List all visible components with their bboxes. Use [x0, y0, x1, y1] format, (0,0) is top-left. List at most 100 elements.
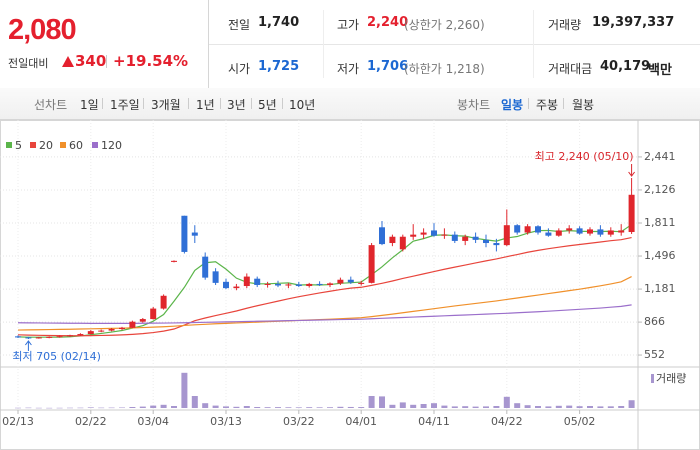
volume-bar	[181, 372, 188, 408]
volume-bar	[202, 403, 209, 408]
volume-bar	[420, 404, 427, 408]
current-price: 2,080	[8, 14, 77, 46]
period[interactable]: 일봉	[501, 98, 524, 112]
period[interactable]: 5년	[258, 98, 277, 112]
quote-header: 2,080 전일대비 340 +19.54% 전일 1,740 고가 2,240…	[0, 0, 700, 89]
volume-bar	[618, 406, 625, 408]
legend-label: 60	[69, 139, 83, 152]
x-tick-label: 04/11	[418, 415, 450, 428]
value: 2,240	[367, 15, 409, 30]
y-tick-label: 1,811	[644, 216, 676, 229]
separator	[563, 98, 564, 109]
volume-bar	[514, 403, 521, 408]
volume-bar	[347, 406, 354, 408]
period[interactable]: 1년	[196, 98, 215, 112]
candle-body	[233, 286, 240, 289]
candle-body	[451, 234, 458, 241]
label: 저가	[337, 62, 360, 76]
legend-swatch	[651, 374, 654, 383]
period[interactable]: 주봉	[536, 98, 559, 112]
candle-body	[306, 283, 313, 287]
candle-body	[472, 236, 479, 240]
label: 시가	[228, 62, 251, 76]
candle-body	[67, 335, 73, 337]
label: 고가	[337, 18, 360, 32]
volume-bar	[545, 406, 552, 408]
annotation-arrow	[25, 340, 32, 346]
period[interactable]: 3개월	[151, 98, 181, 112]
volume-bar	[46, 407, 53, 409]
volume-bar	[191, 396, 198, 408]
value: 1,725	[258, 59, 300, 74]
y-tick-label: 552	[644, 348, 665, 361]
value: 1,740	[258, 15, 300, 30]
candle-body	[379, 227, 385, 245]
period[interactable]: 1일	[80, 98, 99, 112]
ma-line	[17, 236, 632, 337]
candle-body	[171, 260, 177, 262]
separator	[251, 98, 252, 109]
separator	[102, 98, 103, 109]
volume-bar	[316, 407, 323, 408]
candle-body	[191, 232, 198, 236]
volume-bar	[607, 406, 614, 408]
volume-bar	[77, 407, 84, 409]
volume-bar	[524, 405, 531, 408]
x-tick-label: 03/22	[283, 415, 315, 428]
nav-title: 선차트	[34, 98, 68, 112]
volume-bar	[535, 406, 541, 408]
label: 전일	[228, 18, 251, 32]
volume-bar	[555, 405, 562, 408]
candle-body	[514, 225, 521, 233]
legend-label: 120	[101, 139, 122, 152]
candle-body	[607, 230, 614, 235]
candle-body	[119, 327, 125, 330]
x-tick-label: 03/13	[210, 415, 242, 428]
candle-body	[358, 282, 365, 284]
candle-body	[15, 336, 21, 338]
candle-body	[410, 234, 417, 237]
divider	[533, 10, 534, 78]
period[interactable]: 3년	[227, 98, 246, 112]
candle-body	[264, 283, 271, 285]
period[interactable]: 10년	[289, 98, 316, 112]
volume-bar	[431, 403, 437, 408]
candle-body	[576, 228, 583, 234]
volume-bar	[56, 407, 63, 409]
volume-bar	[483, 406, 489, 408]
candle-body	[420, 232, 427, 235]
divider	[209, 44, 700, 45]
divider	[208, 0, 209, 88]
volume-bar	[379, 396, 385, 408]
volume-bar	[98, 407, 105, 409]
unit: 백만	[648, 63, 672, 78]
y-tick-label: 1,181	[644, 282, 676, 295]
period[interactable]: 1주일	[110, 98, 140, 112]
nav-title: 봉차트	[457, 98, 491, 112]
candle-body	[150, 308, 157, 320]
candle-body	[503, 225, 510, 246]
ma-line	[17, 304, 632, 324]
value: 40,179	[600, 59, 651, 74]
candle-body	[77, 334, 84, 336]
candle-body	[566, 228, 573, 231]
candle-body	[181, 215, 188, 252]
volume-bar	[15, 407, 21, 409]
period[interactable]: 월봉	[572, 98, 595, 112]
candle-body	[389, 236, 396, 244]
volume-bar	[337, 406, 344, 408]
volume-bar	[254, 407, 261, 408]
legend-swatch	[60, 142, 66, 148]
volume-bar	[306, 407, 313, 408]
candle-body	[46, 336, 53, 338]
note: (상한가 2,260)	[404, 18, 485, 32]
volume-bar	[399, 402, 406, 408]
candle-body	[98, 330, 105, 332]
volume-bar	[67, 407, 73, 409]
candle-body	[56, 336, 63, 338]
candle-body	[483, 239, 489, 244]
candle-body	[431, 230, 437, 236]
y-tick-label: 2,441	[644, 150, 676, 163]
legend-swatch	[92, 142, 98, 148]
